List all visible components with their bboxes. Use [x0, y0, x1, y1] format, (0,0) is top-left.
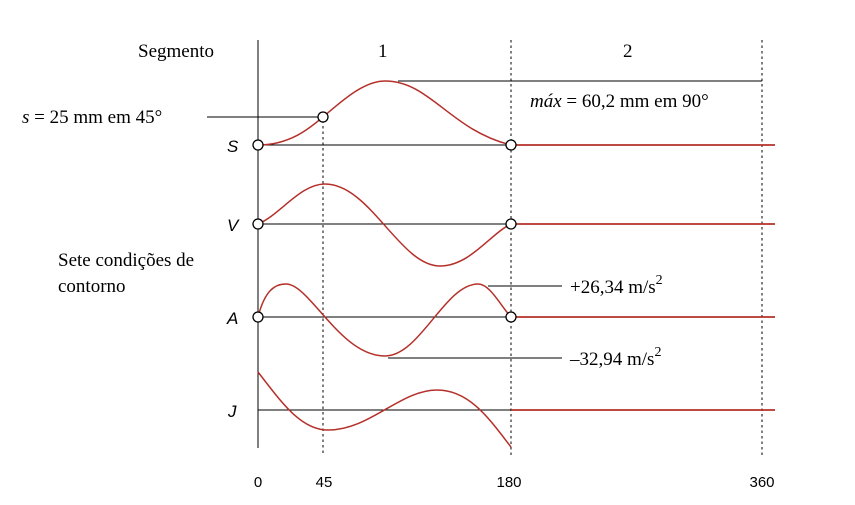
jerk-curve [257, 371, 512, 448]
displacement-curve [257, 80, 512, 146]
x-tick-360: 360 [749, 474, 774, 491]
velocity-curve [257, 183, 512, 267]
boundary-circle-a-180 [505, 311, 517, 323]
x-tick-180: 180 [496, 474, 521, 491]
accel-min-exp: 2 [654, 345, 661, 360]
curve-label-a: A [226, 309, 238, 328]
boundary-circle-v-0 [252, 218, 264, 230]
boundary-circle-s-0 [252, 139, 264, 151]
curve-label-s: S [227, 137, 239, 156]
accel-max-value: +26,34 m/s [570, 277, 656, 298]
boundary-circle-a-0 [252, 311, 264, 323]
point-circle-s-45 [317, 111, 329, 123]
accel-max-exp: 2 [656, 273, 663, 288]
s-point-rest: = 25 mm em 45° [29, 107, 162, 128]
segment-label: Segmento [138, 41, 214, 62]
max-annotation: máx = 60,2 mm em 90° [530, 91, 709, 112]
accel-min-annotation: –32,94 m/s2 [569, 345, 661, 370]
max-rest: = 60,2 mm em 90° [562, 91, 709, 112]
segment-1-label: 1 [378, 41, 388, 62]
boundary-note-line2: contorno [58, 276, 126, 297]
x-tick-45: 45 [316, 474, 333, 491]
s-point-var: s [22, 107, 29, 128]
max-var: máx [530, 91, 562, 112]
x-tick-0: 0 [254, 474, 262, 491]
boundary-circle-v-180 [505, 218, 517, 230]
curve-label-j: J [227, 402, 237, 421]
curve-label-v: V [227, 216, 240, 235]
accel-max-annotation: +26,34 m/s2 [570, 273, 663, 298]
acceleration-curve [257, 283, 512, 357]
segment-2-label: 2 [623, 41, 633, 62]
boundary-note-line1: Sete condições de [58, 250, 194, 271]
accel-min-value: –32,94 m/s [569, 349, 654, 370]
boundary-circle-s-180 [505, 139, 517, 151]
s-point-annotation: s = 25 mm em 45° [22, 107, 162, 128]
